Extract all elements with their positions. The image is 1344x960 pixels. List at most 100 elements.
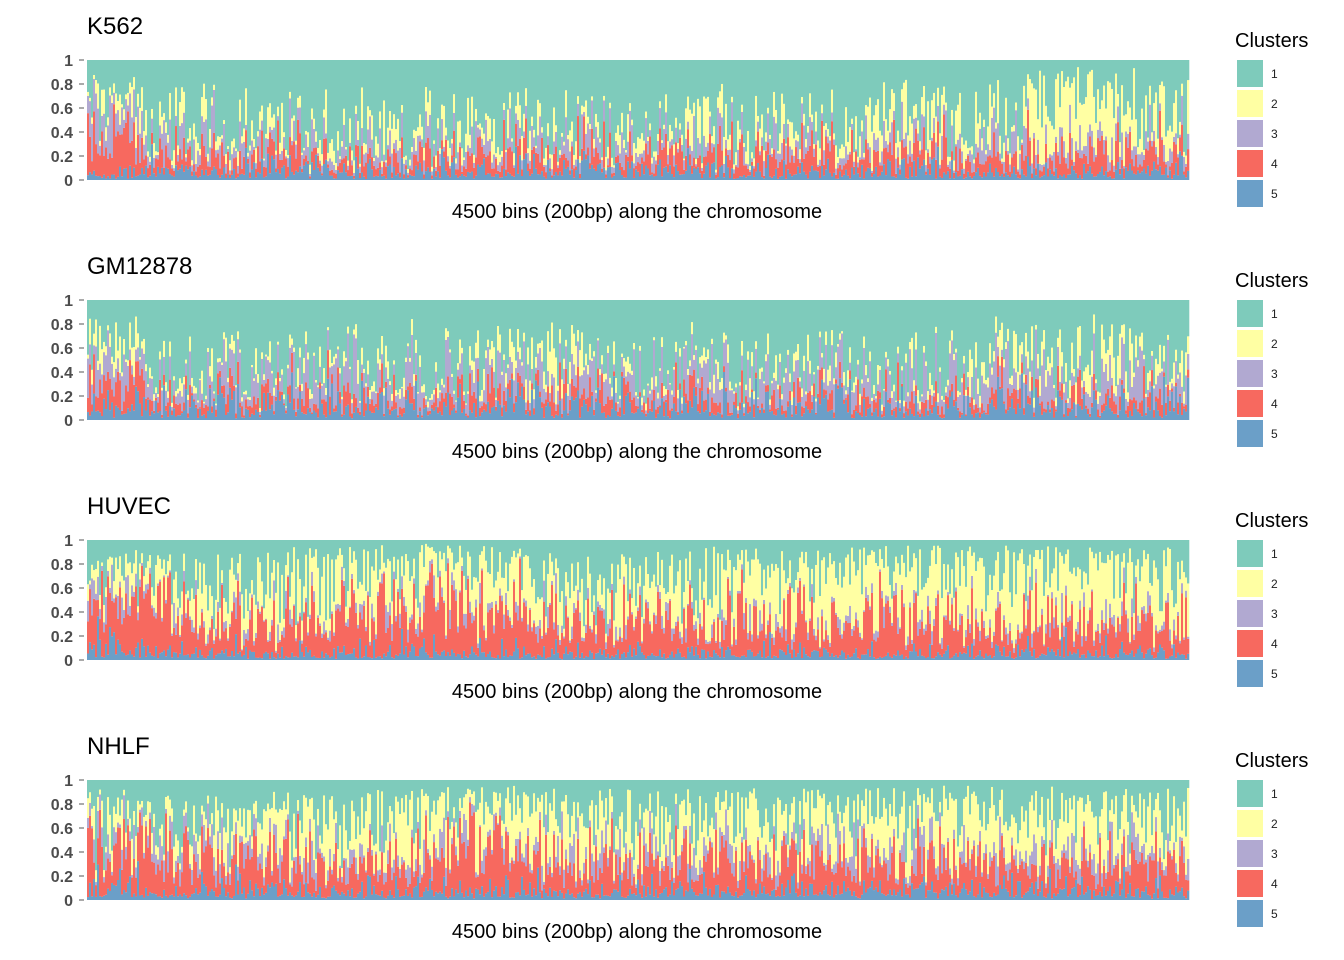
bar-cluster-3 [1063, 141, 1066, 158]
bar-cluster-1 [967, 60, 970, 149]
bar-cluster-1 [115, 300, 118, 323]
bar-cluster-2 [679, 123, 682, 130]
bar-cluster-2 [565, 339, 568, 347]
bar-cluster-5 [223, 397, 226, 420]
bar-cluster-1 [811, 300, 814, 386]
bar-cluster-3 [653, 156, 656, 174]
bar-cluster-4 [301, 398, 304, 413]
bar-cluster-3 [1139, 154, 1142, 165]
bar-cluster-2 [415, 131, 418, 151]
bar-cluster-3 [801, 396, 804, 407]
bar-cluster-5 [225, 415, 228, 420]
bar-cluster-5 [265, 410, 268, 420]
bar-cluster-5 [987, 172, 990, 180]
bar-cluster-3 [283, 399, 286, 404]
bar-cluster-2 [1065, 81, 1068, 158]
bar-cluster-4 [911, 161, 914, 177]
bar-cluster-2 [1117, 93, 1120, 107]
bar-cluster-5 [919, 417, 922, 420]
bar-cluster-3 [737, 410, 740, 414]
bar-cluster-3 [431, 399, 434, 405]
bar-cluster-1 [703, 300, 706, 348]
bar-cluster-5 [629, 402, 632, 420]
bar-cluster-2 [397, 118, 400, 151]
bar-cluster-5 [245, 408, 248, 420]
bar-cluster-1 [497, 60, 500, 148]
bar-cluster-2 [249, 397, 252, 401]
bar-cluster-4 [445, 392, 448, 407]
bar-cluster-5 [389, 414, 392, 420]
bar-cluster-2 [333, 150, 336, 165]
bar-cluster-3 [1175, 133, 1178, 145]
bar-cluster-2 [529, 130, 532, 161]
bar-cluster-2 [795, 351, 798, 361]
bar-cluster-2 [573, 154, 576, 165]
bar-cluster-4 [903, 413, 906, 418]
bar-cluster-4 [365, 162, 368, 180]
bar-cluster-4 [885, 147, 888, 176]
bar-cluster-2 [443, 384, 446, 388]
bar-cluster-1 [715, 60, 718, 170]
bar-cluster-5 [887, 402, 890, 420]
bar-cluster-2 [577, 330, 580, 342]
bar-cluster-2 [1045, 105, 1048, 125]
bar-cluster-5 [669, 418, 672, 420]
bar-cluster-5 [137, 391, 140, 420]
bar-cluster-4 [357, 145, 360, 169]
bar-cluster-5 [829, 172, 832, 180]
bar-cluster-4 [949, 168, 952, 179]
bar-cluster-2 [229, 343, 232, 349]
bar-cluster-2 [651, 377, 654, 390]
bar-cluster-5 [517, 382, 520, 420]
bar-cluster-1 [841, 300, 844, 332]
bar-cluster-5 [283, 405, 286, 420]
bar-cluster-5 [489, 173, 492, 180]
bar-cluster-3 [659, 370, 662, 406]
bar-cluster-2 [1157, 138, 1160, 158]
bar-cluster-3 [805, 394, 808, 402]
bar-cluster-1 [197, 60, 200, 143]
bar-cluster-2 [557, 161, 560, 166]
bar-cluster-5 [1165, 167, 1168, 180]
bar-cluster-5 [103, 174, 106, 180]
bar-cluster-4 [1051, 160, 1054, 175]
bar-cluster-4 [945, 395, 948, 404]
bar-cluster-4 [723, 366, 726, 372]
bar-cluster-3 [575, 159, 578, 167]
bar-cluster-3 [363, 154, 366, 167]
bar-cluster-5 [341, 172, 344, 180]
bar-cluster-3 [207, 351, 210, 407]
bar-cluster-4 [235, 157, 238, 179]
bar-cluster-4 [371, 157, 374, 170]
bar-cluster-5 [547, 402, 550, 420]
bar-cluster-2 [193, 385, 196, 394]
bar-cluster-3 [473, 162, 476, 168]
bar-cluster-1 [263, 60, 266, 159]
bar-cluster-4 [1047, 168, 1050, 177]
bar-cluster-4 [539, 391, 542, 398]
bar-cluster-3 [659, 108, 662, 129]
bar-cluster-4 [791, 414, 794, 417]
bar-cluster-2 [135, 116, 138, 148]
bar-cluster-3 [911, 153, 914, 162]
bar-cluster-1 [859, 60, 862, 137]
bar-cluster-1 [913, 300, 916, 381]
panel-title: GM12878 [87, 253, 192, 280]
bar-cluster-3 [321, 165, 324, 174]
bar-cluster-1 [1107, 60, 1110, 82]
bar-cluster-3 [919, 409, 922, 414]
bar-cluster-2 [739, 129, 742, 139]
bar-cluster-3 [381, 354, 384, 364]
bar-cluster-5 [849, 178, 852, 180]
bar-cluster-1 [147, 60, 150, 152]
bar-cluster-2 [1119, 142, 1122, 157]
bar-cluster-2 [751, 152, 754, 159]
bar-cluster-4 [285, 158, 288, 179]
bar-cluster-5 [111, 174, 114, 180]
bar-cluster-1 [1027, 60, 1030, 75]
bar-cluster-4 [271, 138, 274, 156]
bar-cluster-4 [219, 168, 222, 178]
bar-cluster-5 [925, 408, 928, 420]
bar-cluster-5 [151, 144, 154, 180]
